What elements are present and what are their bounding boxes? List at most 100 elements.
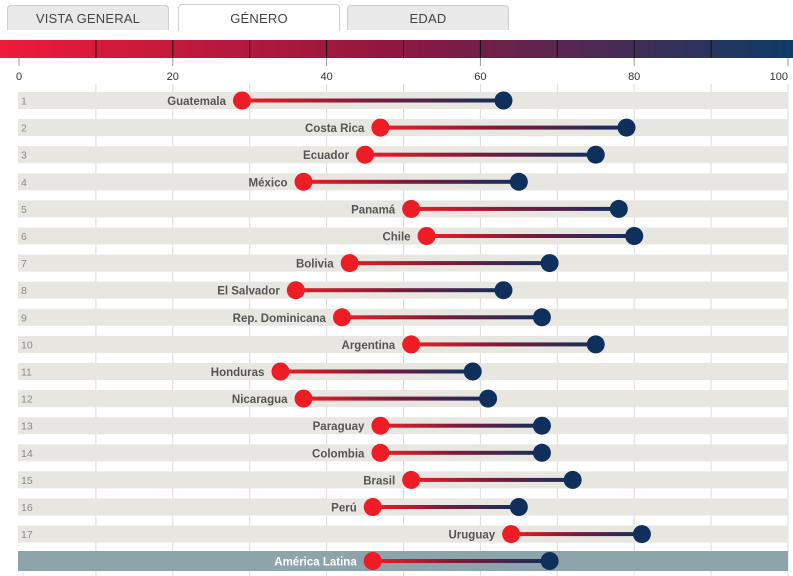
female-dot [294,389,313,408]
male-dot [586,145,605,164]
country-label: Nicaragua [232,394,288,406]
male-dot [632,525,651,544]
row-rank: 1 [21,96,27,108]
female-dot [402,199,421,218]
male-dot [563,470,582,489]
range-bar [303,396,489,401]
female-dot [417,227,436,245]
row-rank: 13 [21,421,33,433]
country-label: Brasil [363,475,395,487]
female-dot [286,281,305,300]
country-label: Panamá [351,204,396,216]
row-rank: 17 [21,529,33,541]
row-rank: 8 [21,285,27,297]
female-dot [371,118,390,137]
color-scale-bar [0,40,793,58]
table-row [18,227,788,245]
tab-vista-general[interactable]: VISTA GENERAL [7,5,169,30]
range-bar [411,206,619,211]
range-bar [295,288,504,293]
male-dot [532,443,551,462]
table-row [18,525,788,543]
tab-edad[interactable]: EDAD [347,5,509,30]
country-label: México [249,177,288,189]
range-bar [242,98,504,103]
male-dot [479,389,498,408]
country-label: Perú [331,503,357,515]
row-rank: 11 [21,367,32,379]
country-label: América Latina [274,557,357,569]
range-bar [365,152,596,157]
male-dot [509,498,528,516]
male-dot [540,552,559,570]
country-label: El Salvador [217,286,280,298]
country-label: Guatemala [167,96,226,108]
male-dot [494,281,513,300]
row-rank: 9 [21,312,27,324]
country-label: Colombia [312,448,365,460]
row-rank: 15 [21,475,33,487]
row-rank: 14 [21,448,33,460]
tick-label: 100 [770,71,788,83]
row-rank: 7 [21,258,27,270]
female-dot [332,308,351,327]
country-label: Bolivia [296,259,334,271]
range-bar [411,342,596,347]
female-dot [271,362,290,381]
male-dot [586,335,605,354]
range-bar [411,477,573,482]
female-dot [402,470,421,489]
country-label: Paraguay [313,421,365,433]
female-dot [363,552,382,570]
male-dot [532,308,551,327]
row-rank: 5 [21,204,27,216]
female-dot [371,416,390,435]
male-dot [509,172,528,191]
male-dot [617,118,636,137]
tick-label: 20 [167,71,179,83]
female-dot [402,335,421,354]
range-bar [372,559,550,563]
row-rank: 12 [21,394,33,406]
male-dot [625,227,644,245]
range-bar [372,505,519,509]
female-dot [363,498,382,516]
range-bar [380,423,542,428]
row-rank: 2 [21,123,27,135]
tab-bar: VISTA GENERAL GÉNERO EDAD [0,0,793,34]
female-dot [356,145,375,164]
range-bar [380,450,542,455]
male-dot [463,362,482,381]
female-dot [502,525,521,544]
female-dot [340,254,359,273]
range-bar [426,234,635,238]
tick-label: 0 [16,71,22,83]
tick-label: 80 [628,71,640,83]
female-dot [294,172,313,191]
male-dot [609,199,628,218]
row-rank: 3 [21,150,27,162]
male-dot [540,254,559,273]
row-rank: 16 [21,502,33,514]
country-label: Argentina [342,340,396,352]
tick-label: 60 [474,71,486,83]
range-bar [303,179,519,184]
country-label: Costa Rica [305,123,365,135]
country-label: Uruguay [449,530,496,542]
tick-label: 40 [320,71,332,83]
range-bar [349,261,550,266]
country-label: Chile [382,232,410,244]
row-rank: 6 [21,231,27,243]
row-rank: 4 [21,177,27,189]
tab-género[interactable]: GÉNERO [178,4,340,31]
country-label: Honduras [211,367,265,379]
male-dot [494,91,513,110]
row-rank: 10 [21,339,33,351]
range-bar [511,532,642,537]
female-dot [233,91,252,110]
country-label: Rep. Dominicana [233,313,327,325]
country-label: Ecuador [303,150,350,162]
range-bar [341,315,542,320]
range-bar [380,125,627,130]
